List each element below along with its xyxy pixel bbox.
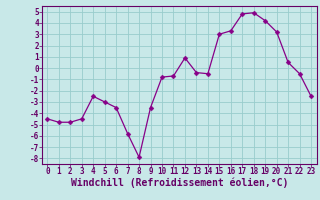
X-axis label: Windchill (Refroidissement éolien,°C): Windchill (Refroidissement éolien,°C) (70, 177, 288, 188)
